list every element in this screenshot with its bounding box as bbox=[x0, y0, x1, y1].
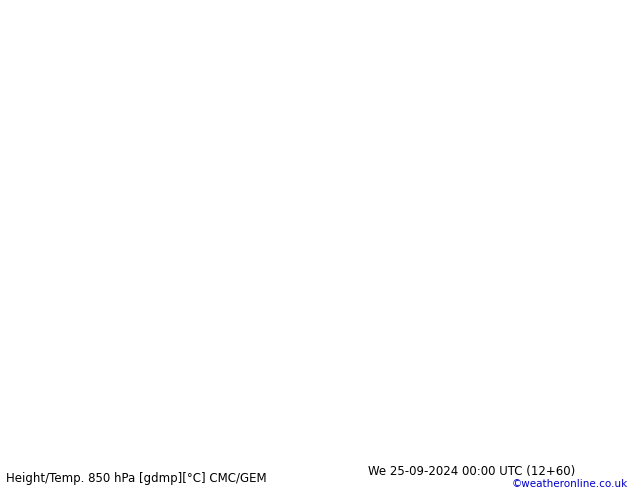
Text: We 25-09-2024 00:00 UTC (12+60): We 25-09-2024 00:00 UTC (12+60) bbox=[368, 465, 575, 478]
Text: Height/Temp. 850 hPa [gdmp][°C] CMC/GEM: Height/Temp. 850 hPa [gdmp][°C] CMC/GEM bbox=[6, 472, 267, 485]
Text: ©weatheronline.co.uk: ©weatheronline.co.uk bbox=[512, 479, 628, 489]
